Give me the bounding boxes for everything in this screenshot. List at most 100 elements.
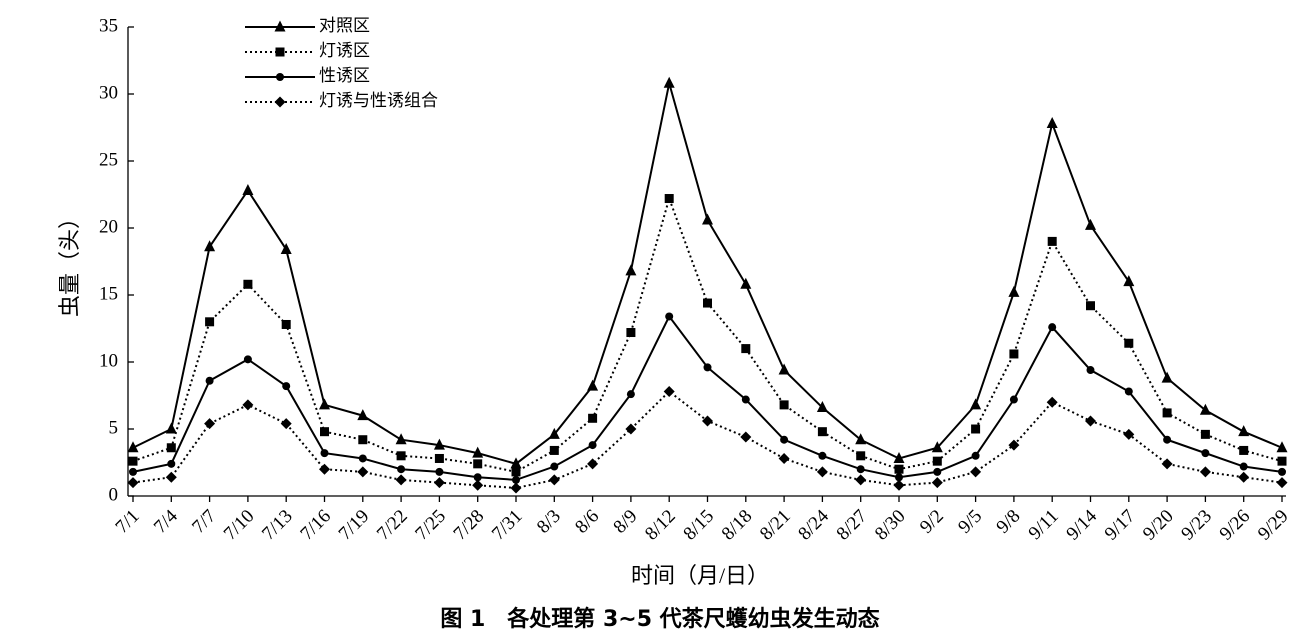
data-point	[741, 395, 750, 404]
data-point	[778, 363, 790, 375]
x-tick-label: 9/29	[1254, 506, 1293, 545]
data-point	[550, 462, 559, 471]
data-point	[1239, 462, 1248, 471]
data-point	[280, 242, 292, 254]
data-point	[128, 456, 138, 466]
data-point	[816, 466, 828, 478]
data-point	[165, 471, 177, 483]
x-tick-label: 8/21	[756, 506, 795, 545]
data-point	[1086, 301, 1095, 311]
data-point	[357, 409, 369, 421]
data-point	[1163, 435, 1172, 444]
data-point	[818, 451, 827, 460]
legend-label: 灯诱与性诱组合	[319, 91, 438, 110]
data-point	[548, 474, 560, 486]
data-point	[894, 464, 904, 474]
data-point	[357, 466, 369, 478]
y-axis-title: 虫量（头）	[57, 207, 82, 317]
y-tick-label: 30	[99, 82, 118, 103]
data-point	[1048, 323, 1057, 332]
data-point	[549, 445, 559, 455]
x-tick-label: 7/28	[450, 506, 489, 545]
x-tick-label: 8/24	[794, 505, 833, 544]
data-point	[1201, 449, 1210, 458]
data-point	[855, 474, 867, 486]
data-point	[855, 433, 867, 445]
data-point	[434, 453, 444, 463]
data-point	[1047, 236, 1057, 246]
data-point	[397, 465, 406, 474]
data-point	[473, 473, 482, 482]
data-point	[1086, 366, 1095, 375]
x-tick-label: 7/4	[150, 505, 182, 537]
data-point	[433, 477, 445, 489]
data-point	[243, 279, 253, 289]
data-point	[1200, 429, 1210, 439]
data-point	[1009, 349, 1019, 359]
data-point	[664, 194, 674, 204]
data-point	[625, 264, 637, 276]
legend-label: 对照区	[319, 16, 370, 35]
data-point	[932, 456, 942, 466]
x-tick-label: 8/3	[533, 506, 565, 538]
data-point	[971, 424, 981, 434]
x-tick-label: 9/17	[1101, 506, 1140, 545]
x-tick-label: 8/9	[609, 506, 641, 538]
data-point	[512, 475, 520, 484]
data-point	[663, 76, 675, 88]
data-point	[1276, 441, 1288, 453]
data-point	[893, 479, 905, 491]
x-tick-label: 8/30	[871, 506, 910, 545]
data-point	[816, 401, 828, 413]
legend-label: 灯诱区	[319, 41, 370, 60]
y-tick-label: 25	[99, 149, 118, 170]
data-point	[665, 312, 674, 321]
data-point	[242, 399, 254, 411]
y-tick-label: 0	[109, 484, 119, 505]
data-point	[895, 473, 903, 482]
data-point	[1238, 425, 1250, 437]
series-line	[132, 390, 1283, 489]
data-point	[358, 435, 368, 445]
data-point	[1008, 285, 1020, 297]
data-point	[1123, 275, 1135, 287]
data-point	[1008, 439, 1020, 451]
data-point	[473, 459, 483, 469]
data-point	[204, 240, 216, 252]
data-point	[205, 317, 215, 327]
data-point	[1199, 466, 1211, 478]
data-point	[281, 319, 291, 329]
x-tick-label: 8/6	[571, 506, 603, 538]
data-point	[1085, 218, 1096, 230]
data-point	[435, 467, 444, 476]
x-tick-label: 7/10	[220, 506, 259, 545]
data-point	[472, 446, 484, 458]
data-point	[358, 454, 367, 463]
data-point	[740, 431, 752, 443]
x-tick-label: 7/16	[296, 506, 335, 545]
data-point	[588, 413, 598, 423]
data-point	[204, 418, 216, 430]
x-tick-label: 9/26	[1216, 506, 1255, 545]
data-point	[626, 390, 635, 399]
data-point	[243, 355, 252, 364]
x-tick-label: 9/20	[1139, 506, 1178, 545]
data-point	[778, 452, 790, 464]
legend-marker	[274, 20, 286, 32]
data-point	[1278, 467, 1286, 476]
x-tick-label: 8/27	[833, 506, 872, 545]
y-tick-label: 10	[99, 350, 118, 371]
x-tick-label: 9/5	[954, 506, 986, 538]
data-point	[1124, 338, 1134, 348]
data-point	[587, 379, 599, 391]
data-point	[702, 213, 713, 225]
data-point	[931, 477, 943, 489]
data-point	[663, 385, 675, 397]
x-axis-title: 时间（月/日）	[631, 563, 769, 588]
y-tick-label: 20	[99, 216, 118, 237]
data-point	[1046, 116, 1058, 128]
data-point	[511, 467, 521, 477]
x-tick-label: 9/14	[1062, 505, 1101, 544]
legend-marker	[274, 96, 286, 108]
